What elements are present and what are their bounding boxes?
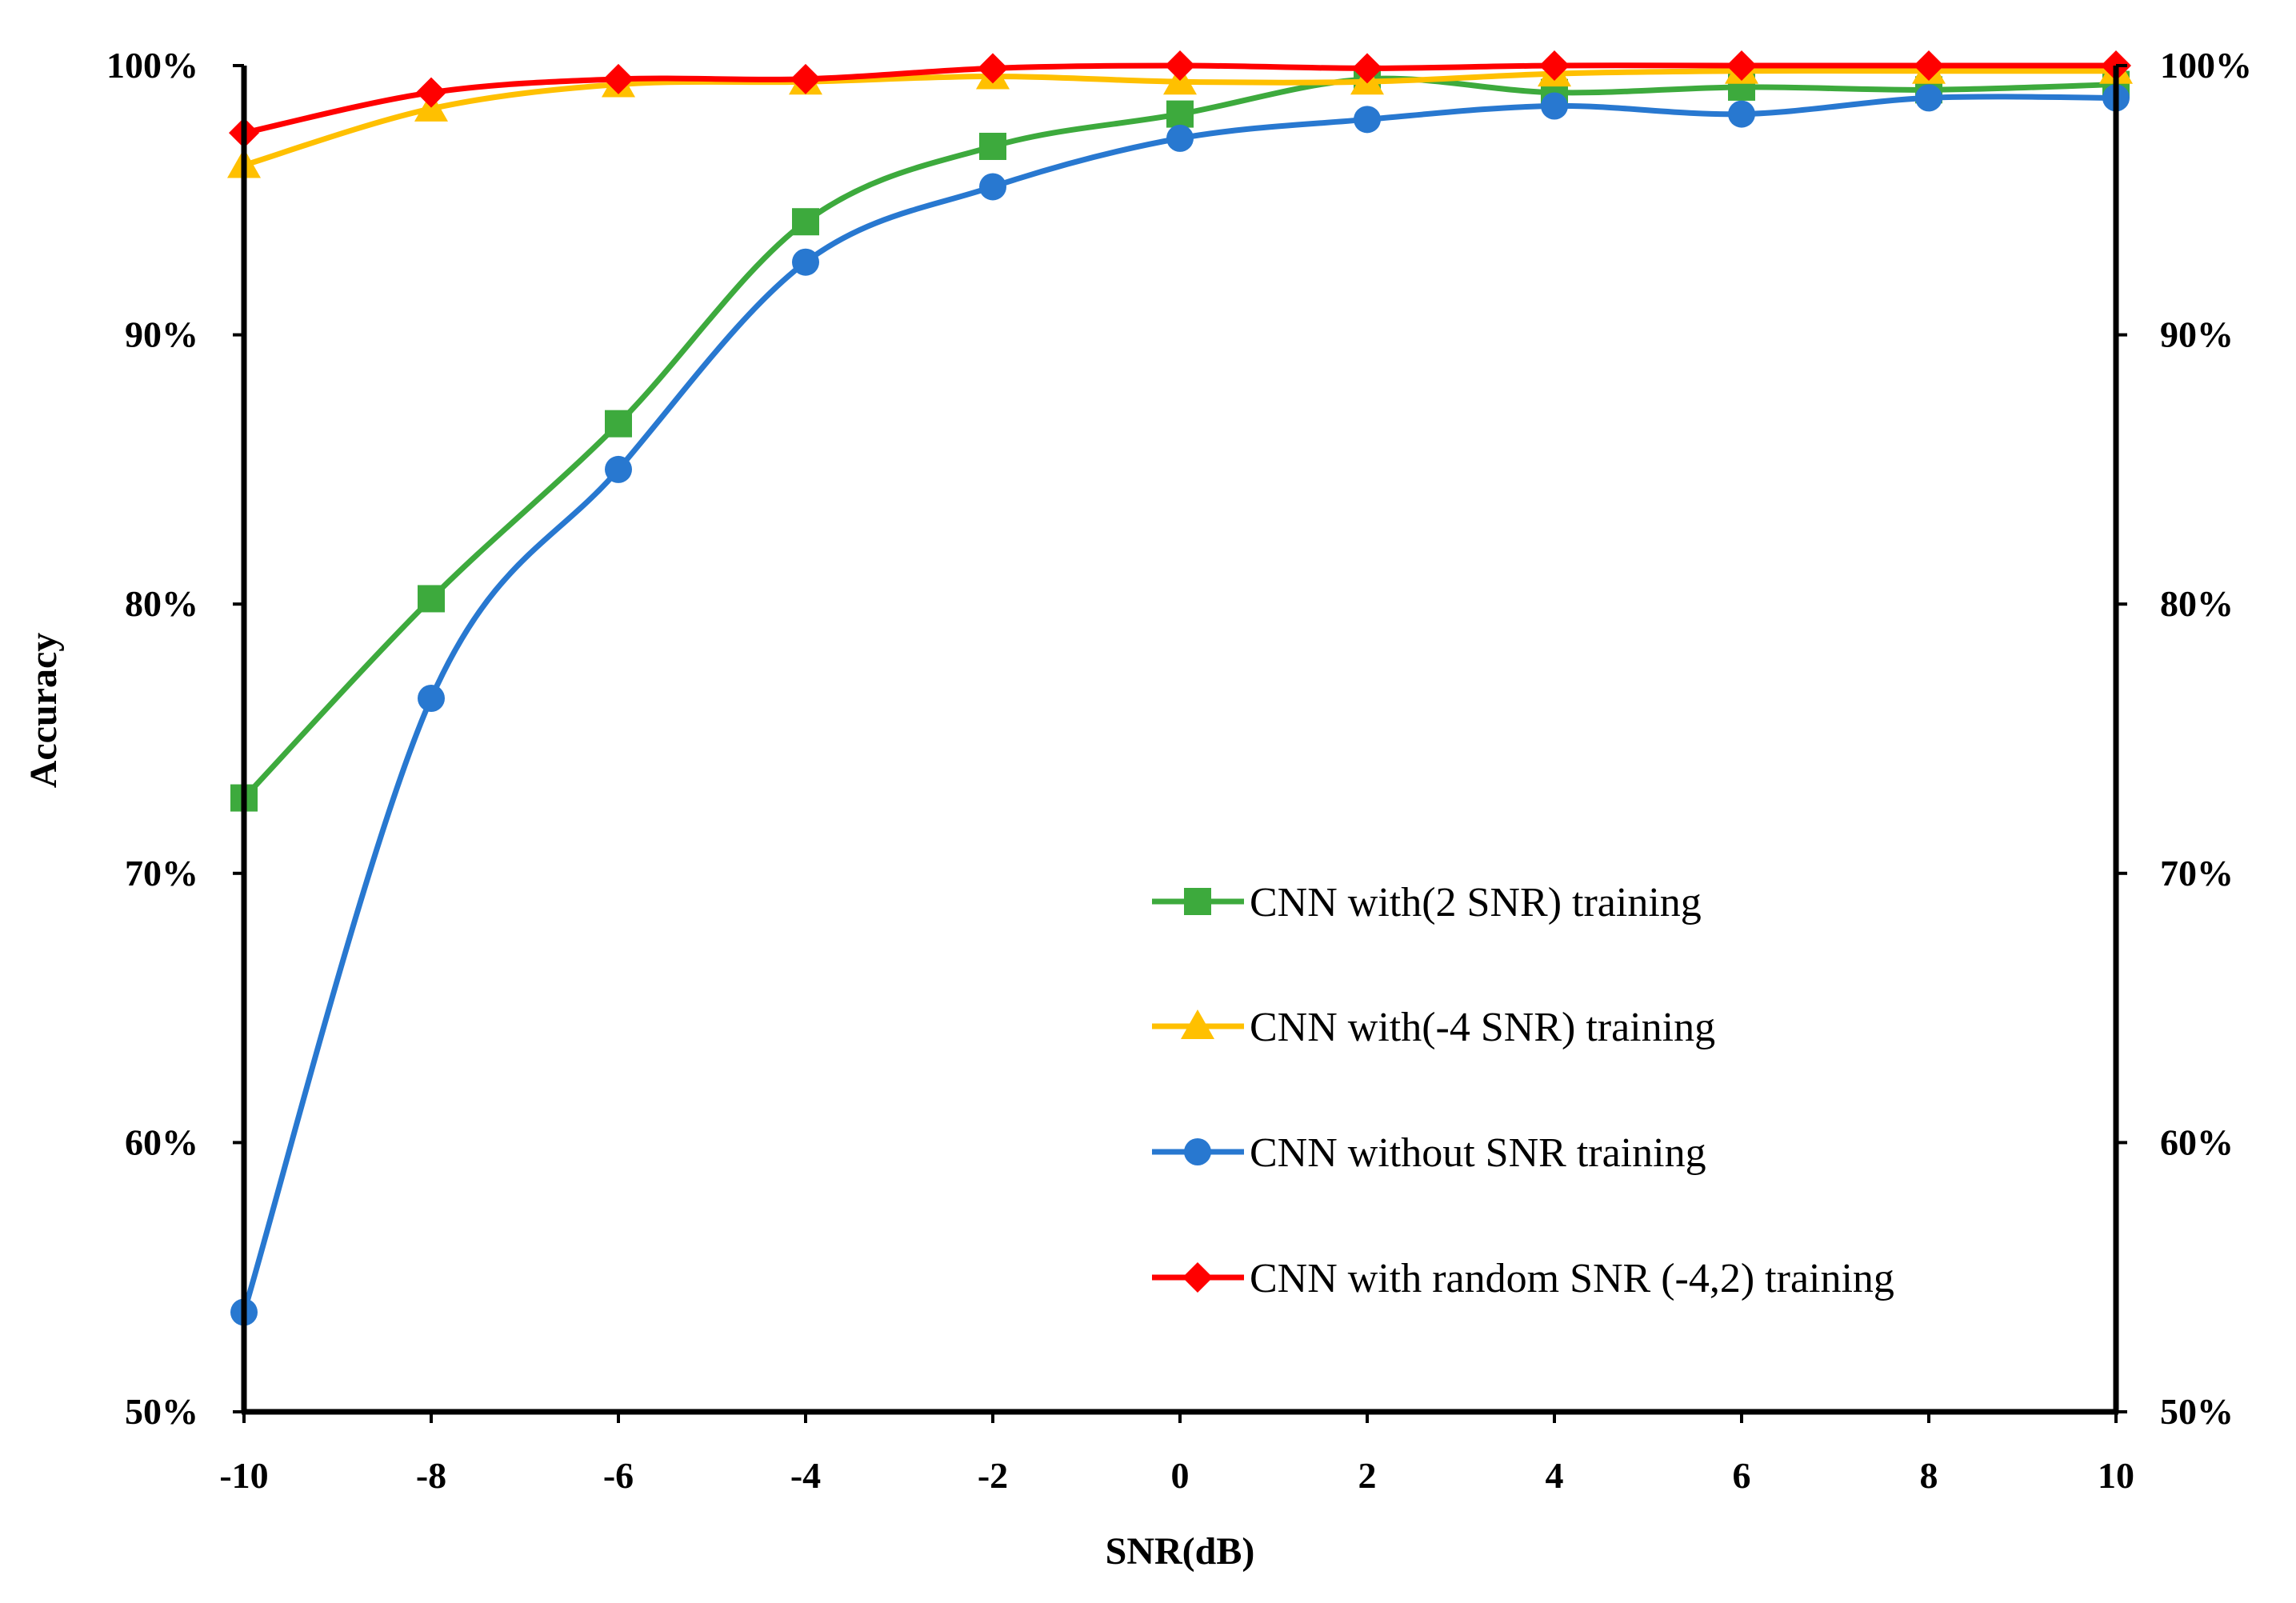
y-axis-title: Accuracy [22,633,65,789]
data-point [1728,100,1755,128]
data-point [792,248,819,276]
y-left-tick-label: 70% [125,853,198,893]
y-left-tick-label: 90% [125,314,198,355]
data-point [1726,50,1757,81]
x-tick-label: 10 [2098,1455,2134,1496]
legend-label: CNN with(-4 SNR) training [1250,1005,1715,1050]
y-right-tick-label: 60% [2160,1121,2234,1162]
y-left-tick-label: 60% [125,1121,198,1162]
series-cnn-with-random-snr-4-2-training [229,50,2131,149]
data-point [790,63,821,94]
data-point [1352,53,1382,84]
legend-label: CNN with(2 SNR) training [1250,880,1702,925]
x-tick-label: -4 [790,1455,821,1496]
y-left-tick-label: 50% [125,1391,198,1432]
data-point [1914,50,1944,81]
data-point [979,132,1006,160]
y-right-tick-label: 70% [2160,853,2234,893]
data-point [978,53,1008,84]
series-line [242,75,2117,800]
data-point [1166,100,1194,128]
x-tick-label: -8 [416,1455,446,1496]
data-point [1539,50,1570,81]
series-line [241,94,2117,1313]
x-tick-label: 4 [1546,1455,1564,1496]
x-tick-label: 6 [1733,1455,1751,1496]
data-point [416,77,446,108]
legend-label: CNN without SNR training [1250,1130,1706,1176]
x-tick-label: 8 [1920,1455,1938,1496]
data-point [1915,84,1942,112]
data-point [418,685,445,713]
y-left-tick-label: 100% [106,45,198,86]
y-right-tick-label: 100% [2160,45,2252,86]
data-point [603,63,634,94]
x-tick-label: -6 [603,1455,634,1496]
axes-layer [241,66,2119,1415]
y-right-tick-label: 50% [2160,1391,2234,1432]
data-point [605,410,632,438]
legend-marker [1184,888,1211,915]
data-point [792,208,819,236]
data-point [1354,106,1381,134]
x-axis-title: SNR(dB) [1106,1530,1255,1573]
x-tick-label: -10 [219,1455,268,1496]
legend-marker [1181,1009,1214,1039]
data-point [418,585,445,613]
legend-marker [1184,1138,1211,1165]
ticks-layer: -10 -8 -6 -4 -2 0 2 4 6 8 10 50% 50% 60% 60% 70% 70% 80% 8… [106,45,2252,1496]
data-point [1166,124,1194,152]
legend-label: CNN with random SNR (-4,2) training [1250,1256,1894,1301]
data-point [979,173,1006,201]
legend-item: CNN with(2 SNR) training [1152,880,1702,925]
legend-item: CNN with random SNR (-4,2) training [1152,1256,1894,1301]
y-right-tick-label: 80% [2160,583,2234,624]
x-tick-label: 2 [1358,1455,1377,1496]
series-layer [227,50,2133,1326]
data-point [1541,92,1568,120]
legend-item: CNN with(-4 SNR) training [1152,1005,1715,1050]
y-right-tick-label: 90% [2160,314,2234,355]
legend-item: CNN without SNR training [1152,1130,1706,1176]
data-point [605,455,632,483]
y-left-tick-label: 80% [125,583,198,624]
series-cnn-with-2-snr-training [230,65,2130,812]
legend-marker [1182,1262,1213,1293]
x-tick-label: 0 [1171,1455,1190,1496]
legend: CNN with(2 SNR) training CNN with(-4 SNR)… [1152,880,1894,1301]
x-tick-label: -2 [978,1455,1008,1496]
series-cnn-without-snr-training [230,84,2130,1326]
data-point [1165,50,1195,81]
